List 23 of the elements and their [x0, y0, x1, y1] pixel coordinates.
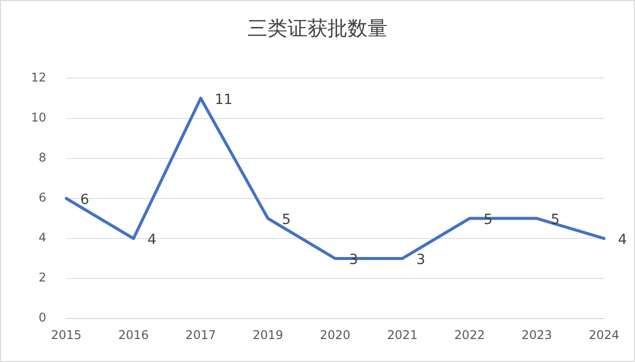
x-tick-label: 2019: [252, 328, 284, 342]
data-label: 3: [416, 252, 426, 268]
y-tick-label: 0: [38, 310, 46, 325]
chart-title: 三类证获批数量: [246, 15, 388, 42]
y-tick-label: 4: [38, 230, 46, 245]
data-label: 6: [80, 192, 90, 208]
data-label: 11: [214, 92, 233, 108]
y-tick-label: 2: [38, 270, 46, 285]
y-tick-label: 6: [38, 190, 46, 205]
data-label: 5: [282, 212, 291, 228]
y-tick-label: 8: [38, 150, 46, 164]
x-tick-label: 2020: [320, 328, 350, 342]
x-tick-label: 2021: [387, 328, 418, 342]
x-tick-label: 2015: [50, 328, 82, 342]
y-tick-label: 12: [30, 70, 46, 84]
x-tick-label: 2016: [118, 328, 149, 342]
x-tick-label: 2022: [454, 328, 485, 342]
x-tick-label: 2023: [522, 328, 552, 342]
y-tick-label: 10: [30, 110, 46, 124]
x-tick-label: 2024: [588, 328, 620, 342]
data-label: 4: [618, 232, 627, 248]
x-tick-label: 2017: [185, 328, 216, 342]
data-label: 4: [147, 232, 156, 248]
